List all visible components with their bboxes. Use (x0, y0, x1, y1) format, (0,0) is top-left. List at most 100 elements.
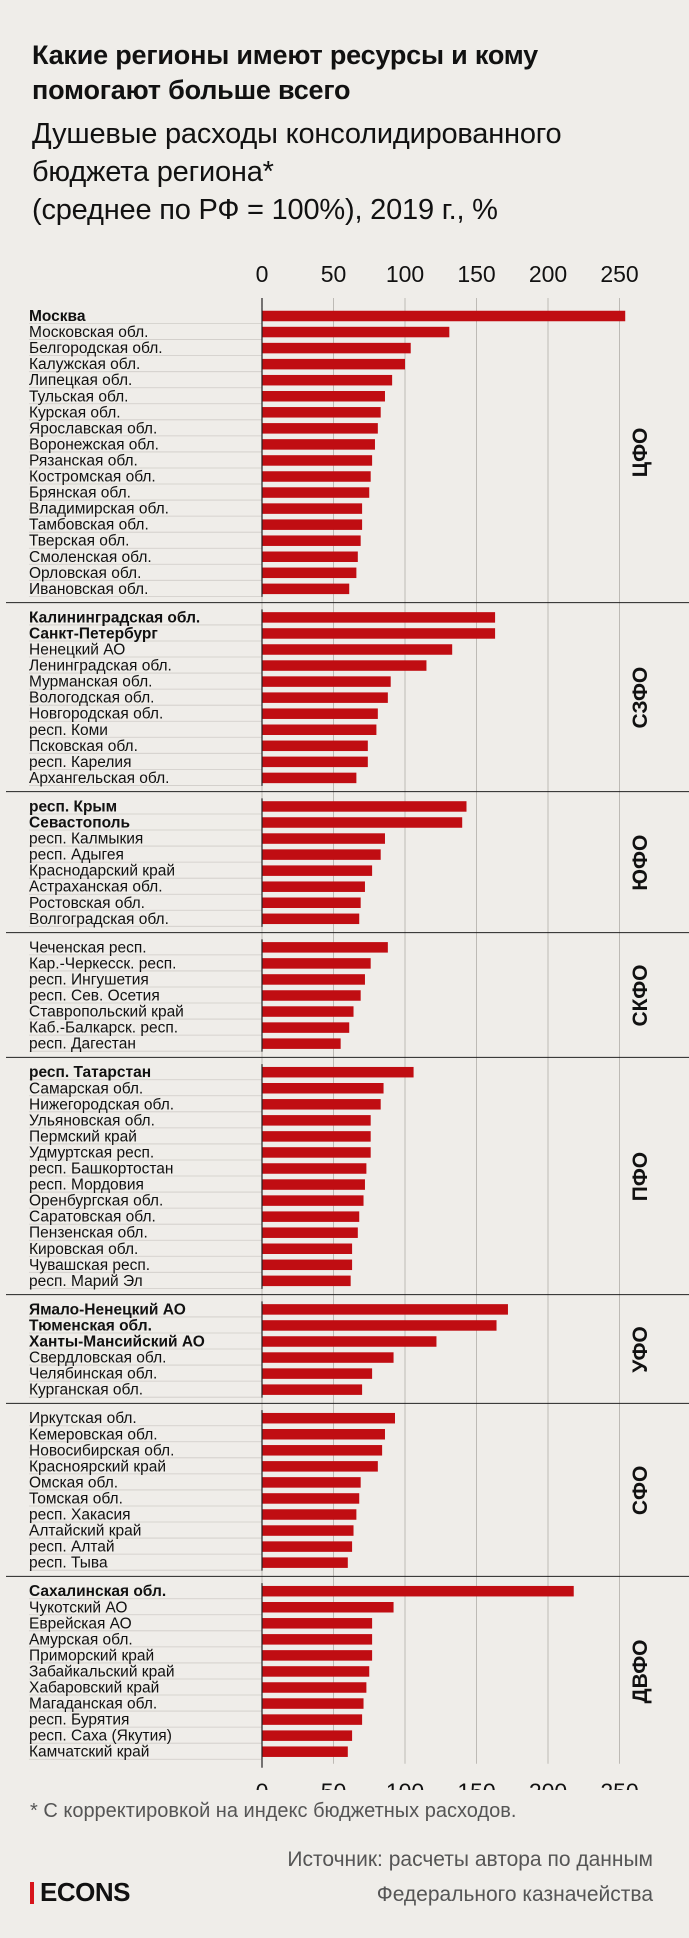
category-label: Ленинградская обл. (29, 658, 172, 675)
category-label: Рязанская обл. (29, 452, 138, 469)
category-label: Костромская обл. (29, 469, 156, 486)
region-label: ЮФО (629, 835, 652, 891)
source-line-2: Федерального казначейства (376, 1883, 653, 1906)
bar (262, 942, 388, 953)
category-label: Ненецкий АО (29, 642, 125, 659)
category-label: Тверская обл. (29, 533, 129, 550)
bar (262, 1429, 385, 1440)
category-label: Брянская обл. (29, 485, 131, 502)
bar (262, 1115, 371, 1126)
category-label: респ. Крым (29, 798, 117, 815)
category-label: Удмуртская респ. (29, 1144, 154, 1161)
category-label: Самарская обл. (29, 1080, 143, 1097)
bar (262, 1227, 358, 1238)
bar (262, 455, 373, 466)
category-label: Белгородская обл. (29, 340, 163, 357)
category-label: Кировская обл. (29, 1241, 138, 1258)
category-label: Севастополь (29, 815, 130, 832)
category-label: Томская обл. (29, 1490, 123, 1507)
bar-chart: 0 0 50 50 100 100 150 150 200 200 250 250 МоскваМоск… (6, 261, 689, 1790)
category-label: Астраханская обл. (29, 879, 163, 896)
bar (262, 1477, 361, 1488)
bar (262, 1714, 363, 1725)
category-label: респ. Коми (29, 722, 108, 739)
chart-title: Какие регионы имеют ресурсы и кому помог… (32, 40, 538, 105)
category-label: Пермский край (29, 1128, 137, 1145)
bar (262, 990, 361, 1001)
bar (262, 1304, 508, 1315)
bar (262, 1022, 350, 1033)
bar (262, 374, 393, 386)
category-label: респ. Сев. Осетия (29, 988, 160, 1005)
bar (262, 1509, 357, 1520)
bar (262, 519, 363, 530)
category-label: респ. Марий Эл (29, 1273, 143, 1290)
category-label: Новосибирская обл. (29, 1442, 174, 1459)
bar (262, 1352, 394, 1363)
category-label: Калужская обл. (29, 356, 140, 373)
bar (262, 1730, 353, 1741)
category-label: Чеченская респ. (29, 939, 147, 956)
region-label: СФО (629, 1466, 652, 1515)
bar (262, 1195, 364, 1206)
bar (262, 1083, 384, 1094)
category-label: Курганская обл. (29, 1382, 143, 1399)
category-label: Иркутская обл. (29, 1410, 137, 1427)
bar (262, 1634, 373, 1645)
bar (262, 676, 391, 687)
category-label: Амурская обл. (29, 1631, 133, 1648)
category-label: респ. Татарстан (29, 1064, 151, 1081)
bar (262, 897, 361, 908)
bar (262, 692, 388, 703)
category-label: Московская обл. (29, 324, 148, 341)
category-label: Красноярский край (29, 1458, 166, 1475)
category-label: Ханты-Мансийский АО (29, 1334, 205, 1351)
bar (262, 817, 463, 828)
category-label: Камчатский край (29, 1744, 149, 1761)
bar (262, 1320, 497, 1331)
category-label: Ульяновская обл. (29, 1112, 155, 1129)
category-label: Чукотский АО (29, 1599, 127, 1616)
bar (262, 1585, 574, 1597)
x-tick-label-bottom: 0 (256, 1779, 269, 1790)
bar (262, 342, 411, 354)
category-label: Санкт-Петербург (29, 625, 158, 642)
x-tick-label-bottom: 100 (386, 1779, 424, 1790)
bar (262, 865, 373, 876)
region-label: ДВФО (629, 1640, 652, 1704)
bar (262, 1336, 437, 1347)
x-tick-label-top: 150 (457, 261, 495, 287)
category-label: Курская обл. (29, 404, 121, 421)
bar (262, 503, 363, 514)
bar (262, 833, 385, 844)
category-label: Мурманская обл. (29, 674, 152, 691)
category-label: респ. Ингушетия (29, 971, 149, 988)
bar (262, 1006, 354, 1017)
bar (262, 1461, 378, 1472)
category-label: Орловская обл. (29, 565, 141, 582)
category-label: Алтайский край (29, 1523, 141, 1540)
category-label: Псковская обл. (29, 738, 138, 755)
category-label: Свердловская обл. (29, 1350, 166, 1367)
bar (262, 439, 375, 450)
bar (262, 391, 385, 402)
category-label: Краснодарский край (29, 863, 175, 880)
bar (262, 471, 371, 482)
category-label: Оренбургская обл. (29, 1193, 163, 1210)
bar (262, 881, 365, 892)
category-label: Забайкальский край (29, 1663, 174, 1680)
bar (262, 1541, 353, 1552)
bar (262, 487, 370, 498)
bar (262, 1650, 373, 1661)
bar (262, 1275, 351, 1287)
bar (262, 1099, 381, 1110)
category-label: Магаданская обл. (29, 1696, 157, 1713)
bar (262, 1147, 371, 1158)
bar (262, 1163, 367, 1174)
bar (262, 628, 496, 639)
bar (262, 1746, 348, 1757)
category-label: Липецкая обл. (29, 372, 132, 389)
category-label: Воронежская обл. (29, 436, 159, 453)
bar (262, 740, 368, 752)
category-label: Новгородская обл. (29, 706, 163, 723)
